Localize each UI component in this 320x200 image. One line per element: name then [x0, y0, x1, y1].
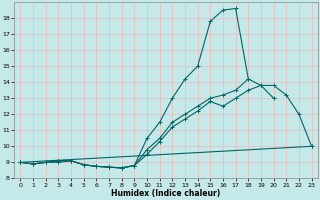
- X-axis label: Humidex (Indice chaleur): Humidex (Indice chaleur): [111, 189, 221, 198]
